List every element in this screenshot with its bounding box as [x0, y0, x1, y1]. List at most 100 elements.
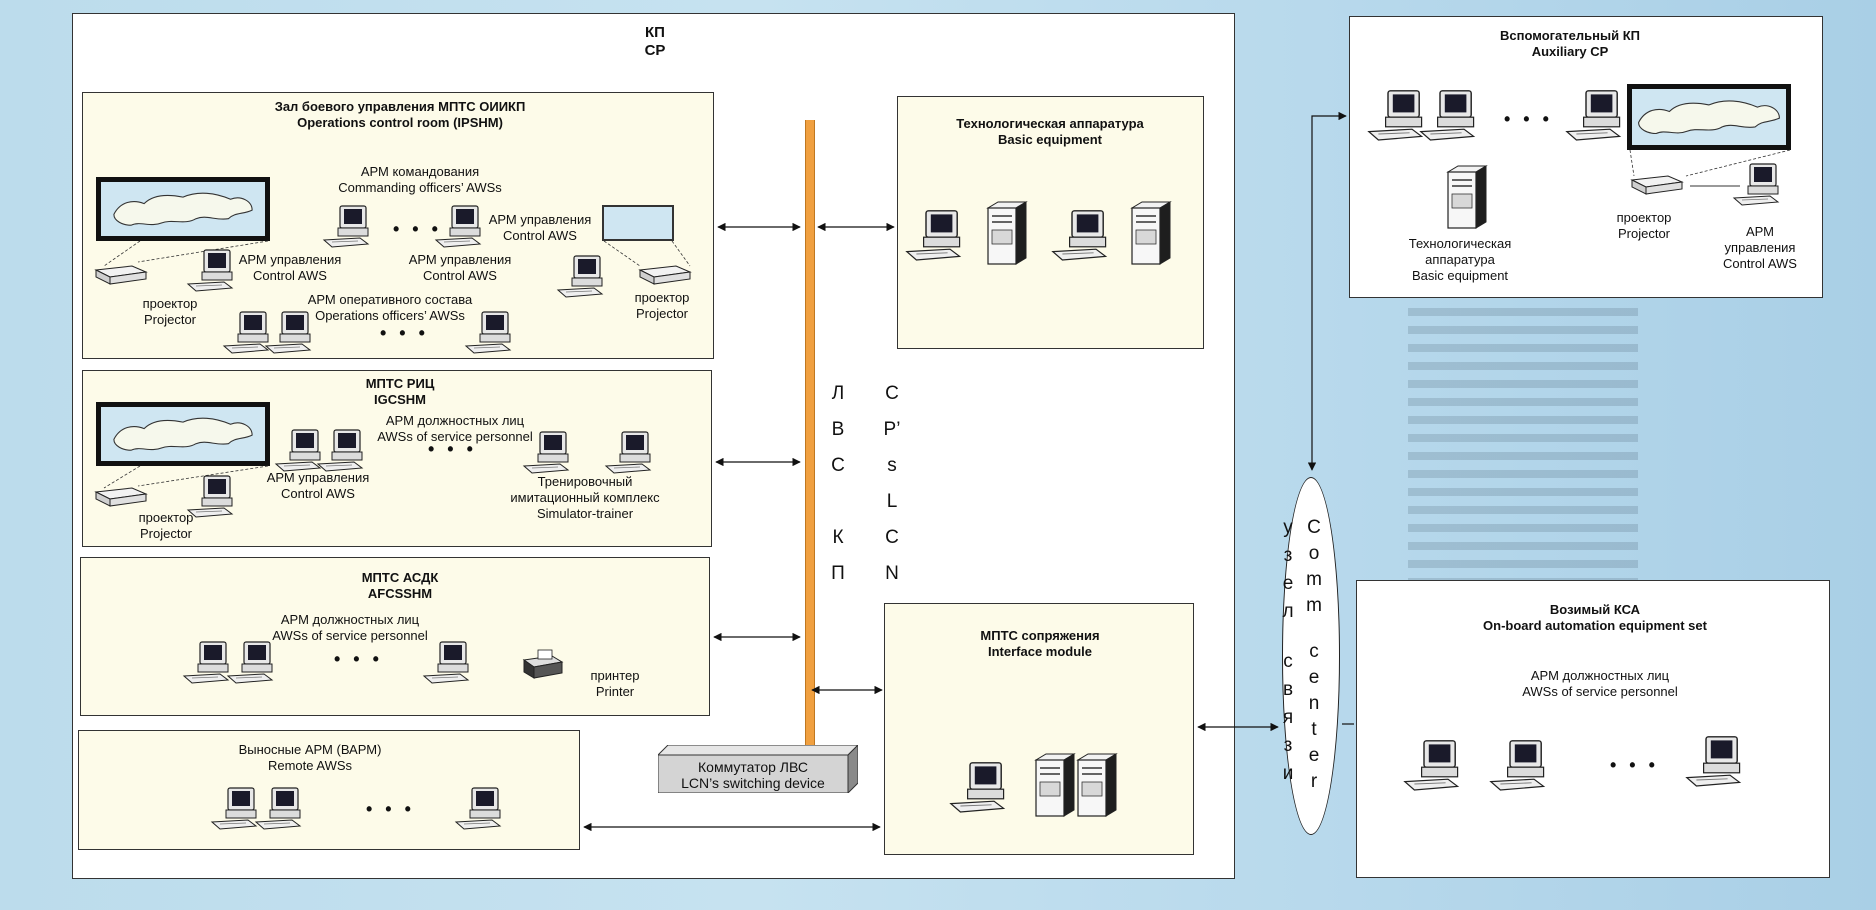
comm-en-letter: e — [1308, 667, 1320, 688]
basic-equipment-title-ru: Технологическая аппаратура — [956, 116, 1144, 131]
comm-ru-letter: и — [1282, 763, 1294, 784]
comm-ru-letter: у — [1283, 517, 1293, 538]
ops-room-title-ru: Зал боевого управления МПТС ОИИКП — [274, 99, 526, 114]
lcn-bus — [805, 120, 815, 746]
aux-basic-label-ru2: аппаратура — [1425, 252, 1495, 267]
wall-map-igcshm — [96, 402, 270, 466]
lcn-ru-letter: П — [831, 563, 845, 584]
comm-ru-letter: я — [1282, 707, 1294, 728]
aux-projector-label-ru: проектор — [1616, 210, 1672, 225]
projector-label-ru: проектор — [634, 290, 690, 305]
projector-label-left: проектор Projector — [120, 296, 220, 328]
igcshm-personnel-label-ru: АРМ должностных лиц — [385, 413, 525, 428]
afcsshm-panel — [80, 557, 710, 716]
auxiliary-cp-title-en: Auxiliary CP — [1531, 44, 1609, 59]
lcn-en-letter: C — [885, 383, 899, 404]
onboard-personnel-label: АРМ должностных лиц AWSs of service pers… — [1500, 668, 1700, 700]
dots-onboard: • • • — [1610, 755, 1659, 775]
comm-center-node — [1282, 477, 1340, 835]
projector-label-ru: проектор — [138, 510, 194, 525]
comm-ru-letter: з — [1283, 545, 1293, 566]
comm-ru-letter: л — [1282, 601, 1294, 622]
remote-aws-title-ru: Выносные АРМ (ВАРМ) — [238, 742, 382, 757]
comm-en-letter: t — [1311, 719, 1317, 740]
comm-en-letter: m — [1306, 595, 1322, 616]
auxiliary-cp-title-ru: Вспомогательный КП — [1500, 28, 1640, 43]
lcn-en-letter: s — [887, 455, 897, 476]
projector-label-ru: проектор — [142, 296, 198, 311]
onboard-personnel-label-en: AWSs of service personnel — [1522, 684, 1678, 699]
comm-en-letter: n — [1308, 693, 1320, 714]
switch-label-line1: Коммутатор ЛВС — [698, 759, 808, 775]
printer-label-en: Printer — [595, 684, 635, 699]
interface-module-title-ru: МПТС сопряжения — [980, 628, 1100, 643]
aux-aws-label-en: Control AWS — [1723, 256, 1797, 271]
remote-aws-title: Выносные АРМ (ВАРМ) Remote AWSs — [200, 742, 420, 774]
comm-en-letter: o — [1308, 543, 1320, 564]
dots-remote: • • • — [366, 799, 415, 819]
main-cp-title-en: CP — [644, 42, 666, 59]
comm-ru-letter: з — [1283, 735, 1293, 756]
afcsshm-personnel-label: АРМ должностных лиц AWSs of service pers… — [250, 612, 450, 644]
wall-map-aux — [1627, 84, 1791, 150]
lcn-en-letter: P’ — [883, 419, 901, 440]
switch-box-icon — [658, 745, 858, 793]
control-aws-label-ru: АРМ управления — [238, 252, 342, 267]
comm-en-letter: c — [1309, 641, 1319, 662]
afcsshm-title-ru: МПТС АСДК — [361, 570, 439, 585]
lcn-ru-letter: С — [831, 455, 845, 476]
simulator-trainer-label-ru2: имитационный комплекс — [510, 490, 660, 505]
comm-en-letter: C — [1307, 517, 1321, 538]
interface-module-title-en: Interface module — [987, 644, 1093, 659]
control-aws-label-ru: АРМ управления — [266, 470, 370, 485]
control-aws-label-en: Control AWS — [423, 268, 497, 283]
switch-label-line2: LCN’s switching device — [681, 775, 825, 791]
afcsshm-personnel-label-ru: АРМ должностных лиц — [280, 612, 420, 627]
interface-module-title: МПТС сопряжения Interface module — [920, 628, 1160, 660]
afcsshm-personnel-label-en: AWSs of service personnel — [272, 628, 428, 643]
simulator-trainer-label-ru1: Тренировочный — [537, 474, 633, 489]
igcshm-personnel-label: АРМ должностных лиц AWSs of service pers… — [360, 413, 550, 445]
simulator-trainer-label: Тренировочный имитационный комплекс Simu… — [480, 474, 690, 522]
aux-projector-label-en: Projector — [1617, 226, 1671, 241]
control-aws-label-ru: АРМ управления — [488, 212, 592, 227]
igcshm-title: МПТС РИЦ IGCSHM — [330, 376, 470, 408]
ops-staff-label-en: Operations officers’ AWSs — [315, 308, 465, 323]
commanding-aws-label: АРМ командования Commanding officers’ AW… — [310, 164, 530, 196]
control-aws-label-mid: АРМ управления Control AWS — [400, 252, 520, 284]
control-aws-label-left: АРМ управления Control AWS — [230, 252, 350, 284]
lcn-en-letter: C — [885, 527, 899, 548]
control-aws-label-right-top: АРМ управления Control AWS — [480, 212, 600, 244]
commanding-aws-label-ru: АРМ командования — [360, 164, 480, 179]
onboard-set-title-en: On-board automation equipment set — [1483, 618, 1707, 633]
lcn-en-letter: L — [886, 491, 898, 512]
main-cp-title: КП CP — [600, 24, 710, 60]
comm-en-letter: m — [1306, 569, 1322, 590]
control-aws-label-ru: АРМ управления — [408, 252, 512, 267]
ops-room-title: Зал боевого управления МПТС ОИИКП Operat… — [180, 99, 620, 131]
main-cp-title-ru: КП — [645, 24, 665, 41]
control-aws-label-en: Control AWS — [253, 268, 327, 283]
projector-label-right: проектор Projector — [612, 290, 712, 322]
dots-aux: • • • — [1504, 109, 1553, 129]
control-aws-label-en: Control AWS — [503, 228, 577, 243]
comm-ru-letter: в — [1282, 679, 1294, 700]
wall-map-ops — [96, 177, 270, 241]
comm-ru-letter: с — [1283, 651, 1293, 672]
aux-projector-label: проектор Projector — [1594, 210, 1694, 242]
dots-ops-staff: • • • — [380, 323, 429, 343]
lcn-en-letter: N — [885, 563, 899, 584]
aux-basic-label-ru1: Технологическая — [1408, 236, 1512, 251]
dots-commanding: • • • — [393, 219, 442, 239]
projector-label-en: Projector — [139, 526, 193, 541]
projector-label-en: Projector — [143, 312, 197, 327]
control-aws-label-en: Control AWS — [281, 486, 355, 501]
comm-en-letter: r — [1310, 771, 1318, 792]
aux-aws-label-ru2: управления — [1724, 240, 1796, 255]
aux-control-aws-label: АРМ управления Control AWS — [1710, 224, 1810, 272]
onboard-set-title-ru: Возимый КСА — [1549, 602, 1641, 617]
switch-label: Коммутатор ЛВС LCN’s switching device — [658, 759, 848, 791]
commanding-aws-label-en: Commanding officers’ AWSs — [338, 180, 502, 195]
